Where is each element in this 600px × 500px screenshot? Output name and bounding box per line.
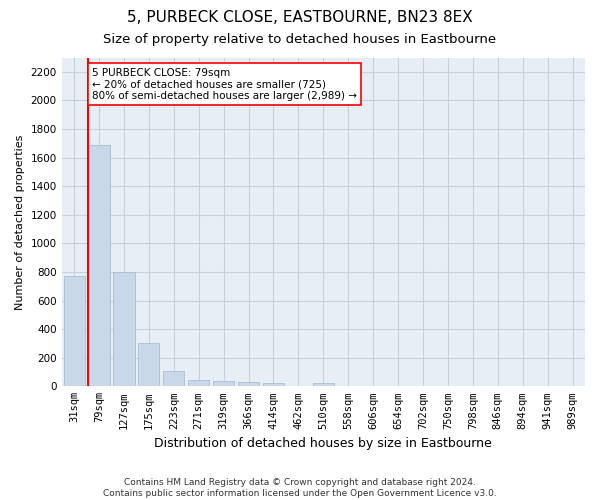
Bar <box>313 383 334 386</box>
Bar <box>138 344 160 386</box>
Bar <box>188 380 209 386</box>
Text: 5, PURBECK CLOSE, EASTBOURNE, BN23 8EX: 5, PURBECK CLOSE, EASTBOURNE, BN23 8EX <box>127 10 473 25</box>
Bar <box>163 370 184 386</box>
Text: 5 PURBECK CLOSE: 79sqm
← 20% of detached houses are smaller (725)
80% of semi-de: 5 PURBECK CLOSE: 79sqm ← 20% of detached… <box>92 68 357 100</box>
Bar <box>88 144 110 386</box>
Text: Size of property relative to detached houses in Eastbourne: Size of property relative to detached ho… <box>103 32 497 46</box>
Text: Contains HM Land Registry data © Crown copyright and database right 2024.
Contai: Contains HM Land Registry data © Crown c… <box>103 478 497 498</box>
Bar <box>213 382 234 386</box>
Bar <box>113 272 134 386</box>
X-axis label: Distribution of detached houses by size in Eastbourne: Distribution of detached houses by size … <box>154 437 492 450</box>
Bar <box>238 382 259 386</box>
Y-axis label: Number of detached properties: Number of detached properties <box>15 134 25 310</box>
Bar <box>64 276 85 386</box>
Bar <box>263 383 284 386</box>
